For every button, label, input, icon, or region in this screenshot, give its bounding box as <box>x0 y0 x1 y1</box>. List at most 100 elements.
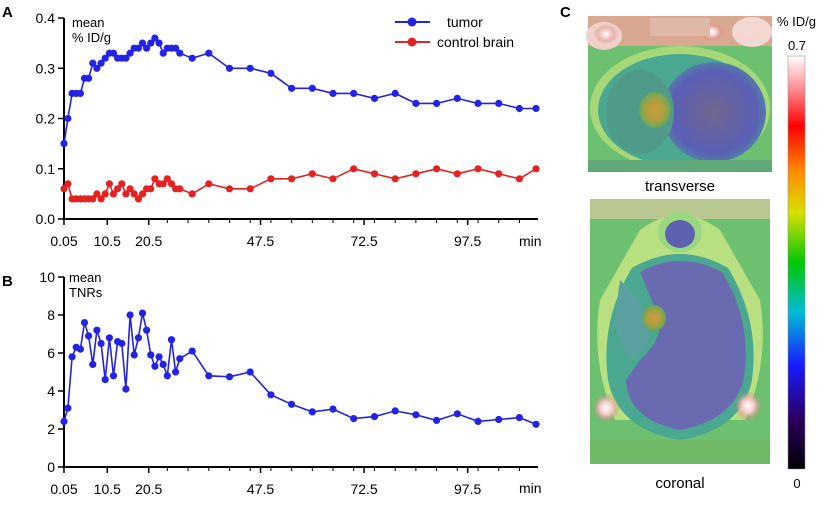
chart-b-ytick-label: 2 <box>47 421 55 437</box>
chart-a-point-control-brain <box>188 190 196 198</box>
chart-a-point-tumor <box>134 44 142 52</box>
chart-a-point-tumor <box>122 54 130 62</box>
chart-a-point-tumor <box>151 34 159 42</box>
legend-label-control-brain: control brain <box>437 34 514 50</box>
chart-a-point-control-brain <box>246 185 254 193</box>
chart-a-x-ticks: 0.05 10.5 20.5 47.5 72.5 97.5 <box>50 219 520 249</box>
chart-b-point-tnr <box>205 372 213 380</box>
chart-b-point-tnr <box>188 347 196 355</box>
chart-a-point-control-brain <box>532 165 540 173</box>
chart-a-point-tumor <box>267 69 275 77</box>
chart-a-point-control-brain <box>114 185 122 193</box>
chart-a-point-tumor <box>412 99 420 107</box>
chart-a-point-tumor <box>89 59 97 67</box>
chart-a-point-control-brain <box>101 190 109 198</box>
coronal-brain-stem <box>665 220 695 248</box>
chart-a-point-tumor <box>329 89 337 97</box>
chart-b-point-tnr <box>64 404 72 412</box>
chart-b-point-tnr <box>118 339 126 348</box>
chart-b-point-tnr <box>515 414 524 422</box>
chart-a-point-tumor <box>172 44 180 52</box>
chart-a-point-tumor <box>288 84 296 92</box>
chart-b-point-tnr <box>163 372 171 380</box>
chart-a-point-control-brain <box>122 190 130 198</box>
chart-a-series <box>60 34 540 203</box>
chart-a-point-control-brain <box>60 185 68 193</box>
legend-marker-tumor <box>407 17 417 27</box>
chart-a-point-control-brain <box>97 195 105 203</box>
chart-b-ylabel-line2: TNRs <box>69 285 103 300</box>
chart-a-point-tumor <box>76 89 84 97</box>
chart-b-point-tnr <box>76 345 84 353</box>
chart-b-point-tnr <box>267 391 275 399</box>
chart-a-point-control-brain <box>433 165 441 173</box>
chart-b-point-tnr <box>134 334 142 342</box>
coronal-tumor <box>642 305 666 331</box>
chart-a-xtick-label: 72.5 <box>350 233 377 249</box>
chart-a-point-control-brain <box>350 165 358 173</box>
chart-a-xtick-label: 97.5 <box>454 233 481 249</box>
chart-a-point-tumor <box>60 140 68 148</box>
chart-a-ylabel-line2: % ID/g <box>72 30 111 45</box>
chart-b: 0 2 4 6 8 10 0.05 10.5 20.5 47.5 72.5 97.5 mean TN… <box>39 269 541 497</box>
chart-b-point-tnr <box>122 385 130 393</box>
chart-b-point-tnr <box>85 332 93 340</box>
chart-b-point-tnr <box>370 413 379 421</box>
transverse-brain <box>662 62 766 162</box>
chart-a-point-tumor <box>246 64 254 72</box>
chart-b-point-tnr <box>176 355 184 363</box>
chart-a-point-control-brain <box>205 180 213 188</box>
chart-a-point-control-brain <box>134 195 142 203</box>
chart-a-point-tumor <box>188 54 196 62</box>
chart-a-point-tumor <box>147 39 155 47</box>
chart-b-point-tnr <box>68 353 76 361</box>
chart-b-point-tnr <box>329 405 337 413</box>
chart-a-point-tumor <box>93 64 101 72</box>
chart-a-point-control-brain <box>267 175 275 183</box>
chart-b-point-tnr <box>225 373 234 381</box>
chart-b-point-tnr <box>60 417 68 425</box>
chart-b-point-tnr <box>495 415 503 424</box>
colorbar-min-label: 0 <box>793 476 800 491</box>
chart-b-point-tnr <box>105 334 113 342</box>
chart-a-point-tumor <box>97 59 105 67</box>
chart-a-point-tumor <box>495 99 503 107</box>
chart-a-point-tumor <box>474 99 482 107</box>
chart-a-point-control-brain <box>64 180 72 188</box>
chart-b-point-tnr <box>474 417 482 425</box>
chart-b-point-tnr <box>308 408 316 416</box>
coronal-hotspot-left <box>592 393 620 423</box>
panel-label-a: A <box>2 4 13 21</box>
chart-a-point-control-brain <box>167 180 176 188</box>
chart-a-point-control-brain <box>159 180 167 188</box>
chart-b-series <box>60 309 540 428</box>
chart-a-point-control-brain <box>453 170 461 178</box>
chart-a-point-control-brain <box>391 175 399 183</box>
transverse-image <box>586 16 772 172</box>
chart-b-point-tnr <box>93 326 101 334</box>
chart-a-point-tumor <box>225 64 234 72</box>
chart-a-line-tumor <box>63 36 536 144</box>
chart-b-point-tnr <box>151 362 159 370</box>
chart-a-xtick-label: 47.5 <box>247 233 274 249</box>
chart-a-point-tumor <box>159 49 167 57</box>
chart-a-xtick-label: 20.5 <box>135 233 162 249</box>
chart-b-point-tnr <box>453 410 461 418</box>
legend-marker-control-brain <box>407 37 417 47</box>
transverse-tumor <box>639 92 671 128</box>
coronal-image <box>590 199 770 464</box>
chart-a-point-control-brain <box>118 180 126 188</box>
chart-b-y-ticks: 0 2 4 6 8 10 <box>39 269 64 475</box>
chart-b-point-tnr <box>350 415 358 423</box>
chart-b-xtick-label: 72.5 <box>350 481 377 497</box>
chart-a-xtick-label: 0.05 <box>50 233 77 249</box>
chart-a-point-tumor <box>391 89 399 97</box>
chart-a-point-tumor <box>126 49 134 57</box>
chart-a-point-control-brain <box>89 195 97 203</box>
chart-b-point-tnr <box>89 360 97 368</box>
chart-a-point-tumor <box>532 104 540 113</box>
transverse-label: transverse <box>645 178 715 195</box>
chart-b-point-tnr <box>391 407 399 415</box>
chart-b-point-tnr <box>167 336 176 344</box>
chart-a-ytick-label: 0.0 <box>36 211 56 227</box>
